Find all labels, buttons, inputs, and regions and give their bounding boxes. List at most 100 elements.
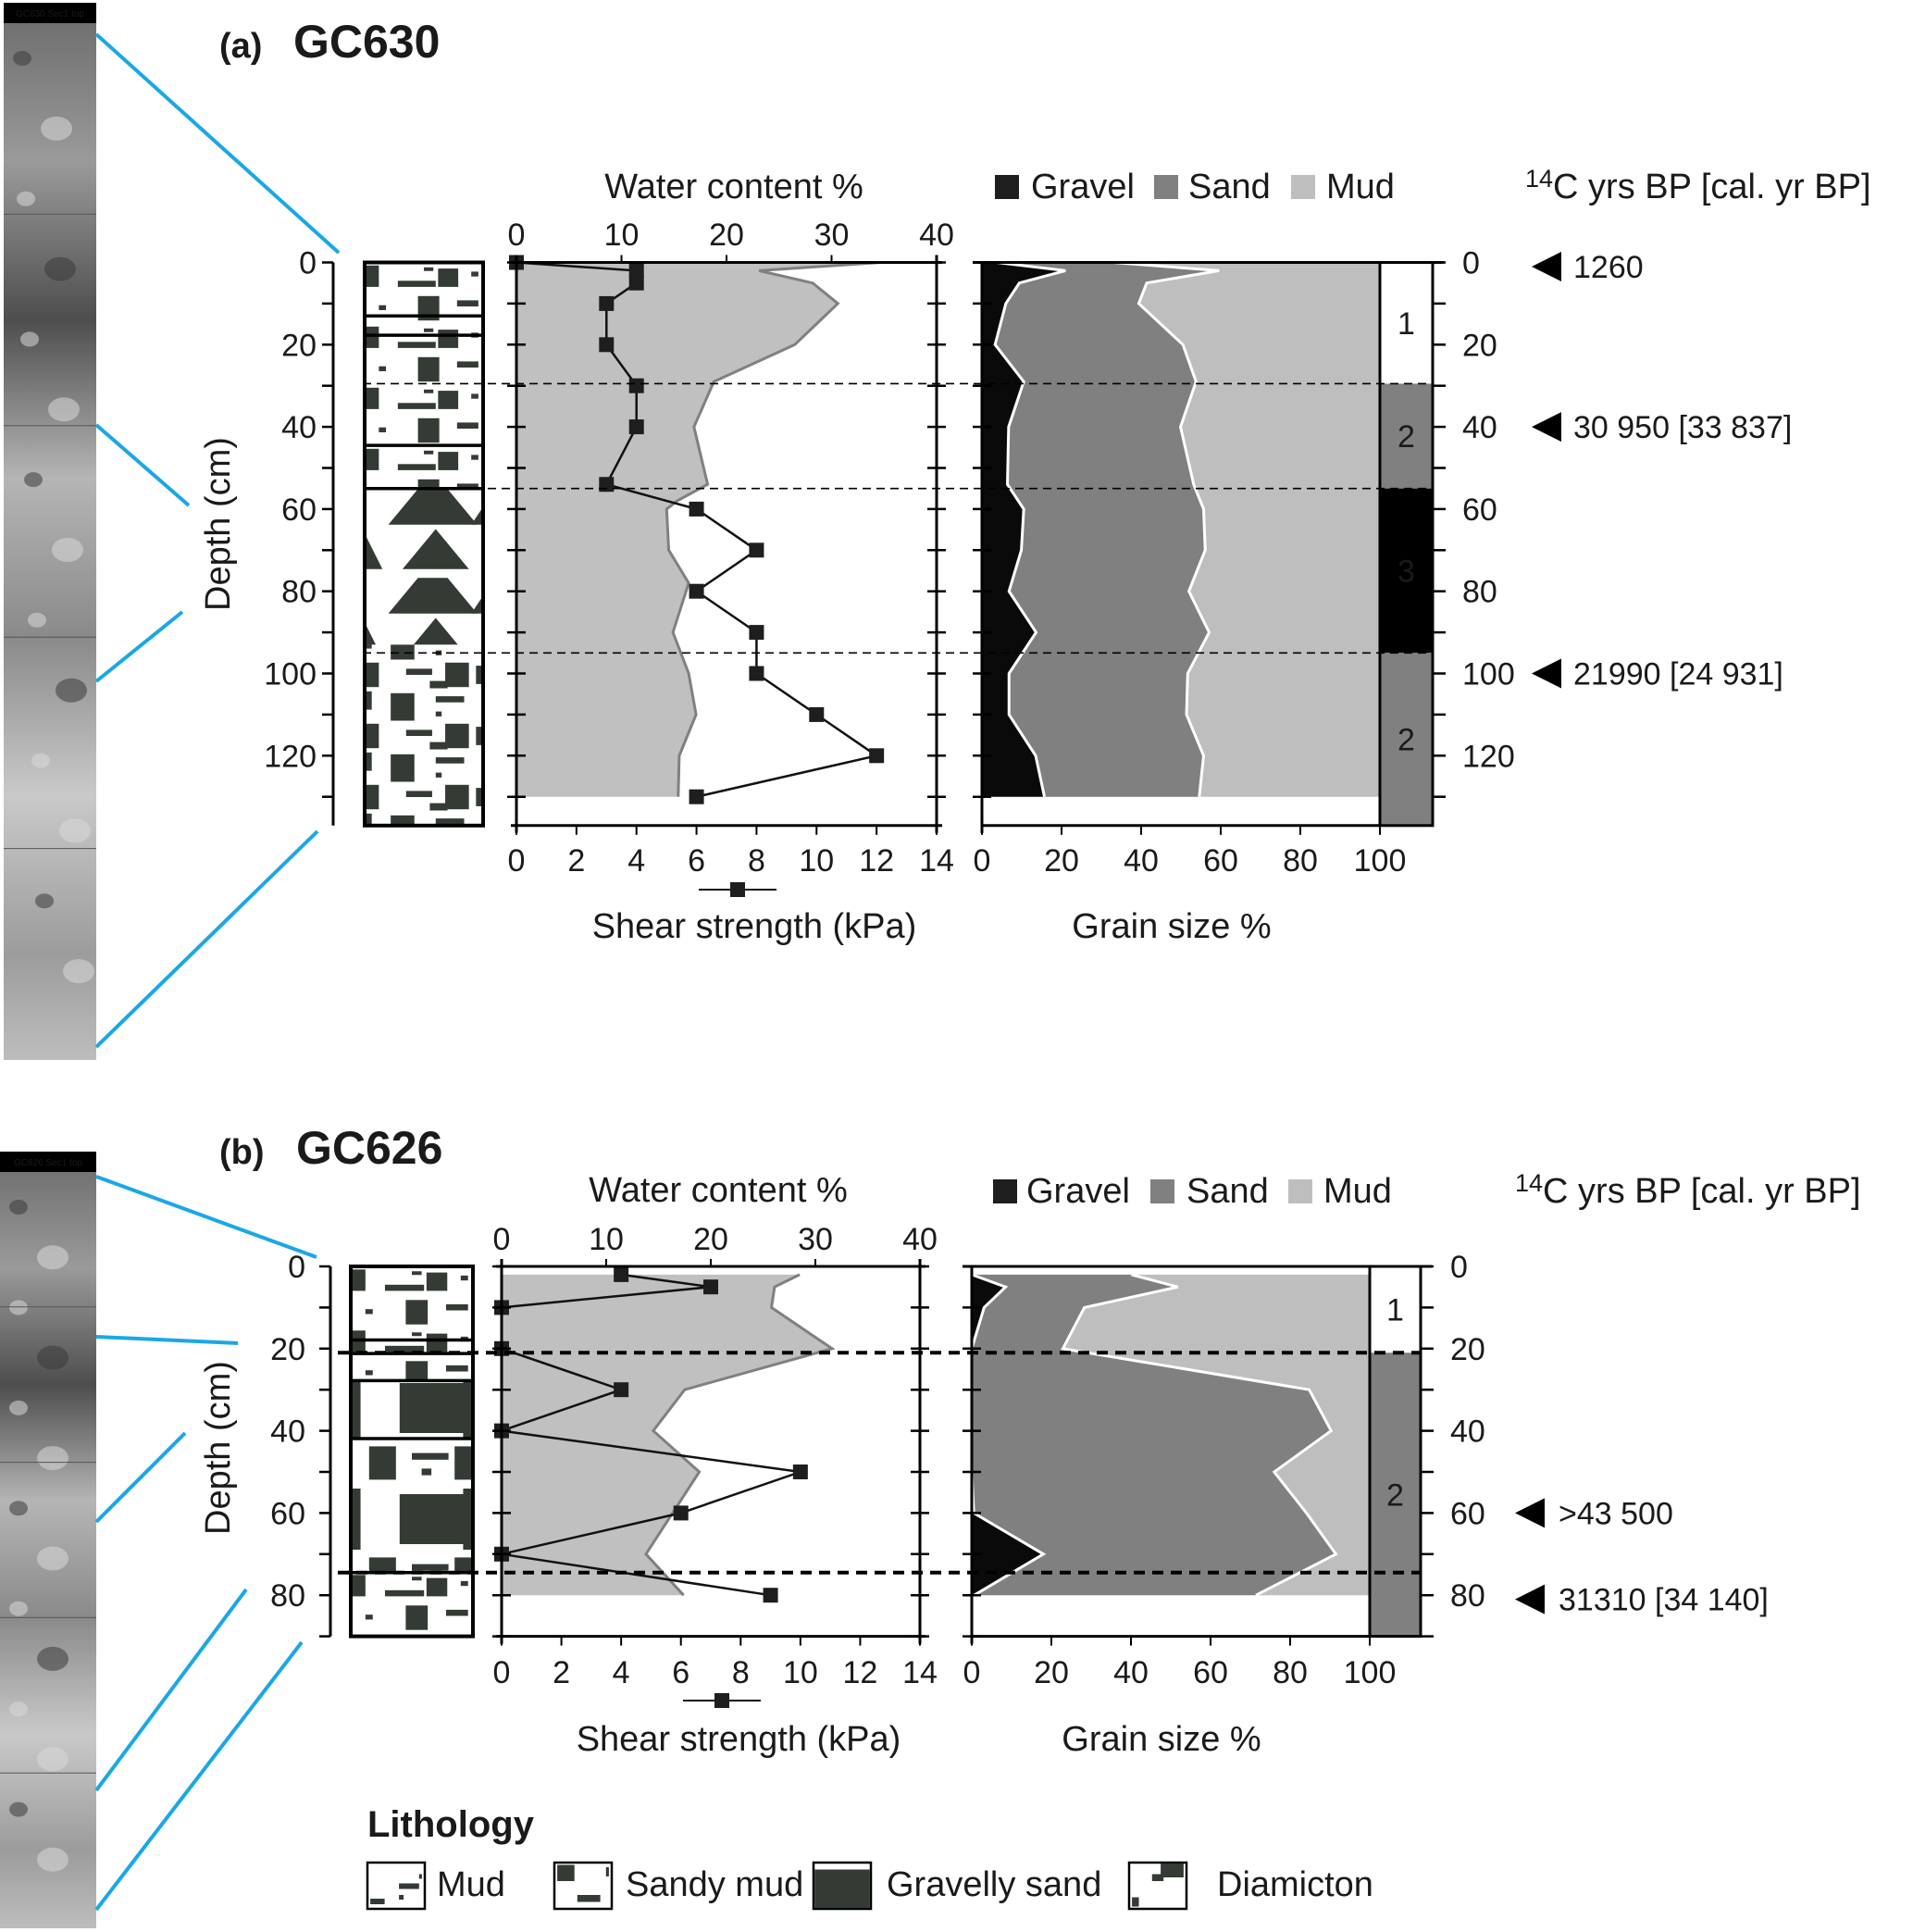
shear-tick-label: 10 bbox=[799, 843, 834, 879]
grain-tick-label: 60 bbox=[1203, 843, 1238, 879]
shear-strength-marker bbox=[749, 625, 764, 641]
shear-strength-title: Shear strength (kPa) bbox=[592, 907, 917, 946]
right-depth-tick-label: 20 bbox=[1450, 1332, 1485, 1367]
grain-tick-label: 60 bbox=[1193, 1655, 1228, 1690]
grain-size-title: Grain size % bbox=[1072, 907, 1271, 946]
correlation-line bbox=[95, 1335, 239, 1345]
unit-block bbox=[1380, 653, 1433, 826]
core-clast bbox=[20, 331, 39, 347]
shear-strength-marker bbox=[673, 1505, 689, 1521]
depth-tick-label: 80 bbox=[281, 575, 317, 610]
correlation-line bbox=[94, 610, 184, 683]
age-arrow-icon bbox=[1532, 658, 1561, 689]
legend-swatch-sand bbox=[1150, 1179, 1174, 1203]
shear-strength-marker bbox=[689, 789, 704, 804]
correlation-line bbox=[94, 1588, 248, 1792]
shear-legend-marker bbox=[714, 1693, 729, 1708]
shear-strength-marker bbox=[749, 542, 764, 558]
shear-tick-label: 14 bbox=[919, 843, 954, 879]
right-depth-tick-label: 0 bbox=[1462, 246, 1480, 281]
icon-mark bbox=[605, 1867, 609, 1876]
depth-tick-label: 20 bbox=[281, 328, 317, 363]
shear-strength-marker bbox=[749, 666, 764, 681]
water-tick-label: 10 bbox=[589, 1222, 624, 1257]
depth-tick-label: 40 bbox=[270, 1415, 305, 1450]
core-photo-header bbox=[0, 1152, 96, 1172]
water-tick-label: 40 bbox=[919, 218, 954, 253]
unit-label: 2 bbox=[1397, 723, 1415, 758]
panel-label: (b) bbox=[219, 1133, 265, 1172]
lithology-legend-label: Mud bbox=[437, 1865, 505, 1904]
core-photo-image bbox=[4, 3, 96, 1060]
water-shear-plot: 0 10 20 30 40 0 2 4 6 8 10 12 14 Water content % Shear… bbox=[492, 1171, 938, 1759]
shear-tick-label: 6 bbox=[672, 1655, 689, 1690]
lithology-legend-label: Gravelly sand bbox=[887, 1865, 1101, 1904]
unit-block bbox=[1370, 1266, 1421, 1353]
grain-tick-label: 20 bbox=[1034, 1655, 1069, 1690]
grain-tick-label: 80 bbox=[1283, 843, 1318, 879]
right-depth-tick-label: 120 bbox=[1462, 739, 1515, 774]
water-tick-label: 30 bbox=[798, 1222, 833, 1257]
sand-area bbox=[972, 1274, 1336, 1596]
core-clast bbox=[37, 1847, 68, 1872]
core-photo-label: GC626 Sec1 top bbox=[14, 1158, 82, 1168]
grain-size-title: Grain size % bbox=[1062, 1720, 1261, 1759]
core-clast bbox=[37, 1345, 68, 1370]
icon-mark bbox=[814, 1869, 870, 1908]
depth-tick-label: 40 bbox=[281, 410, 317, 445]
right-depth-tick-label: 80 bbox=[1450, 1578, 1485, 1614]
core-clast bbox=[9, 1300, 28, 1315]
correlation-line bbox=[94, 423, 191, 507]
shear-legend-marker bbox=[730, 882, 745, 897]
shear-tick-label: 2 bbox=[567, 843, 585, 879]
shear-strength-marker bbox=[628, 419, 644, 435]
core-photo: GC630 Sec1 top bbox=[4, 3, 96, 1060]
shear-tick-label: 4 bbox=[627, 843, 645, 879]
legend-swatch-mud bbox=[1288, 1179, 1312, 1203]
units-frame bbox=[1378, 261, 1435, 828]
age-label: 31310 [34 140] bbox=[1559, 1583, 1769, 1618]
core-clast bbox=[52, 538, 83, 562]
unit-block bbox=[1370, 1352, 1421, 1637]
shear-tick-label: 8 bbox=[748, 843, 765, 879]
panel-label: (a) bbox=[219, 27, 262, 66]
unit-label: 2 bbox=[1397, 419, 1415, 455]
legend-label-sand: Sand bbox=[1188, 168, 1271, 206]
grain-tick-label: 100 bbox=[1354, 843, 1407, 879]
c14-superscript: 14 bbox=[1515, 1169, 1543, 1197]
legend-swatch-mud bbox=[1291, 175, 1315, 199]
right-depth-tick-label: 100 bbox=[1462, 657, 1515, 692]
grain-tick-label: 20 bbox=[1044, 843, 1079, 879]
age-label: 30 950 [33 837] bbox=[1573, 410, 1792, 445]
unit-label: 1 bbox=[1397, 306, 1415, 342]
water-tick-label: 20 bbox=[709, 218, 744, 253]
core-clast bbox=[63, 959, 94, 984]
core-clast bbox=[17, 191, 35, 206]
mud-area bbox=[1062, 1274, 1370, 1596]
core-title: GC630 bbox=[293, 16, 440, 68]
age-arrow-icon bbox=[1515, 1498, 1545, 1528]
grain-tick-label: 40 bbox=[1113, 1655, 1149, 1690]
core-clast bbox=[9, 1200, 28, 1215]
water-tick-label: 20 bbox=[693, 1222, 728, 1257]
lithology-column bbox=[349, 1265, 475, 1639]
right-depth-tick-label: 60 bbox=[1450, 1496, 1485, 1531]
unit-label: 1 bbox=[1386, 1293, 1404, 1328]
core-clast bbox=[31, 753, 50, 768]
lithology-interval-sandy-mud bbox=[365, 262, 483, 489]
legend-label-gravel: Gravel bbox=[1026, 1172, 1130, 1211]
core-clast bbox=[41, 116, 72, 141]
core-clast bbox=[9, 1601, 28, 1616]
icon-mark bbox=[399, 1883, 419, 1889]
shear-strength-marker bbox=[628, 275, 644, 291]
grain-tick-label: 40 bbox=[1124, 843, 1159, 879]
core-clast bbox=[44, 256, 76, 281]
unit-block bbox=[1380, 383, 1433, 489]
shear-strength-marker bbox=[614, 1266, 629, 1282]
core-clast bbox=[37, 1646, 68, 1671]
grain-tick-label: 0 bbox=[963, 1655, 981, 1690]
depth-tick-label: 0 bbox=[299, 246, 317, 281]
gravel-area bbox=[982, 262, 1066, 797]
shear-tick-label: 12 bbox=[843, 1655, 878, 1690]
